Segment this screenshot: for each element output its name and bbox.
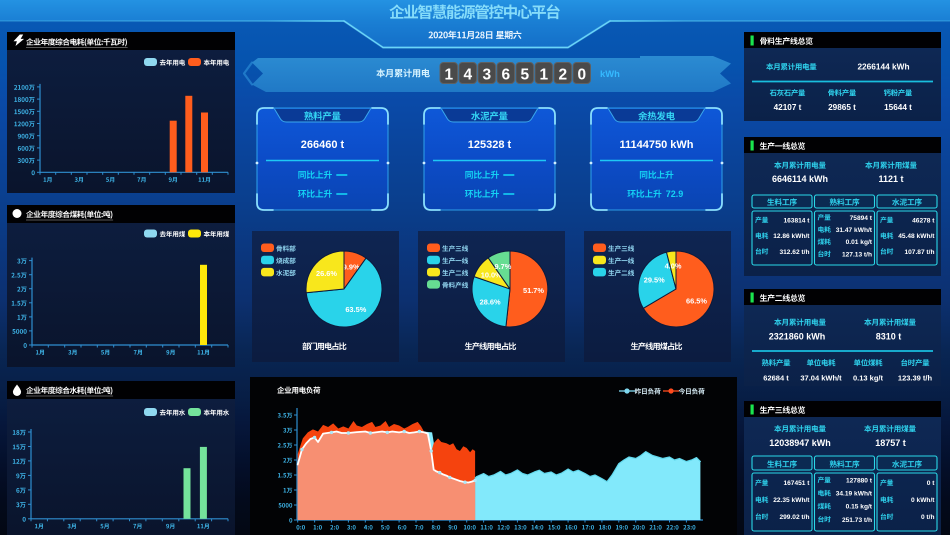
svg-text:12.86 kWh/t: 12.86 kWh/t (773, 233, 810, 240)
svg-text:1: 1 (539, 67, 548, 84)
svg-text:127880 t: 127880 t (846, 477, 873, 484)
svg-text:107.87 t/h: 107.87 t/h (904, 249, 934, 256)
svg-text:125328 t: 125328 t (468, 139, 512, 151)
svg-text:72.9: 72.9 (666, 189, 684, 199)
svg-text:6: 6 (501, 67, 510, 84)
svg-text:42107 t: 42107 t (774, 103, 802, 112)
svg-text:kWh: kWh (600, 68, 620, 79)
svg-text:0: 0 (577, 67, 586, 84)
svg-text:4: 4 (463, 67, 472, 84)
svg-text:0 t/h: 0 t/h (921, 514, 935, 521)
svg-text:62684 t: 62684 t (763, 374, 789, 383)
svg-text:8310 t: 8310 t (876, 332, 902, 342)
svg-text:22.35 kWh/t: 22.35 kWh/t (773, 497, 810, 504)
svg-text:9.9%: 9.9% (343, 262, 360, 271)
svg-text:51.7%: 51.7% (523, 286, 544, 295)
svg-text:28.6%: 28.6% (480, 297, 501, 306)
svg-text:312.62 t/h: 312.62 t/h (779, 249, 809, 256)
svg-text:37.04 kWh/t: 37.04 kWh/t (800, 374, 842, 383)
svg-text:5: 5 (520, 67, 529, 84)
svg-text:0 kWh/t: 0 kWh/t (911, 497, 935, 504)
svg-text:46278 t: 46278 t (912, 217, 935, 224)
svg-text:0.01 kg/t: 0.01 kg/t (846, 239, 873, 246)
svg-text:1121 t: 1121 t (878, 174, 903, 184)
svg-text:2: 2 (558, 67, 567, 84)
svg-text:12038947 kWh: 12038947 kWh (769, 438, 831, 448)
svg-text:29865 t: 29865 t (828, 103, 856, 112)
svg-text:0.15 kg/t: 0.15 kg/t (846, 504, 873, 511)
svg-text:31.47 kWh/t: 31.47 kWh/t (836, 227, 873, 234)
svg-text:26.6%: 26.6% (316, 269, 337, 278)
svg-text:3: 3 (482, 67, 491, 84)
svg-text:0 t: 0 t (927, 480, 935, 487)
svg-text:127.13 t/h: 127.13 t/h (842, 251, 872, 258)
svg-text:2266144 kWh: 2266144 kWh (857, 62, 909, 72)
svg-text:15644 t: 15644 t (884, 103, 912, 112)
svg-text:2321860 kWh: 2321860 kWh (769, 332, 826, 342)
svg-text:18757 t: 18757 t (875, 438, 906, 448)
svg-text:34.19 kWh/t: 34.19 kWh/t (836, 491, 873, 498)
svg-text:163814 t: 163814 t (783, 217, 810, 224)
svg-text:167451 t: 167451 t (783, 480, 810, 487)
svg-text:66.5%: 66.5% (686, 296, 707, 305)
svg-text:0.13 kg/t: 0.13 kg/t (853, 374, 884, 383)
svg-text:266460 t: 266460 t (301, 139, 345, 151)
svg-text:45.48 kWh/t: 45.48 kWh/t (898, 233, 935, 240)
svg-text:251.73 t/h: 251.73 t/h (842, 517, 872, 524)
svg-text:10.0%: 10.0% (481, 271, 502, 280)
svg-text:11144750 kWh: 11144750 kWh (619, 139, 693, 151)
svg-text:9.7%: 9.7% (494, 262, 511, 271)
svg-text:29.5%: 29.5% (644, 276, 665, 285)
svg-text:299.02 t/h: 299.02 t/h (779, 514, 809, 521)
svg-text:123.39 t/h: 123.39 t/h (898, 374, 933, 383)
svg-text:1: 1 (444, 67, 453, 84)
svg-text:4.0%: 4.0% (665, 261, 682, 270)
svg-text:63.5%: 63.5% (345, 305, 366, 314)
svg-text:6646114 kWh: 6646114 kWh (772, 174, 828, 184)
svg-text:75894 t: 75894 t (850, 215, 873, 222)
